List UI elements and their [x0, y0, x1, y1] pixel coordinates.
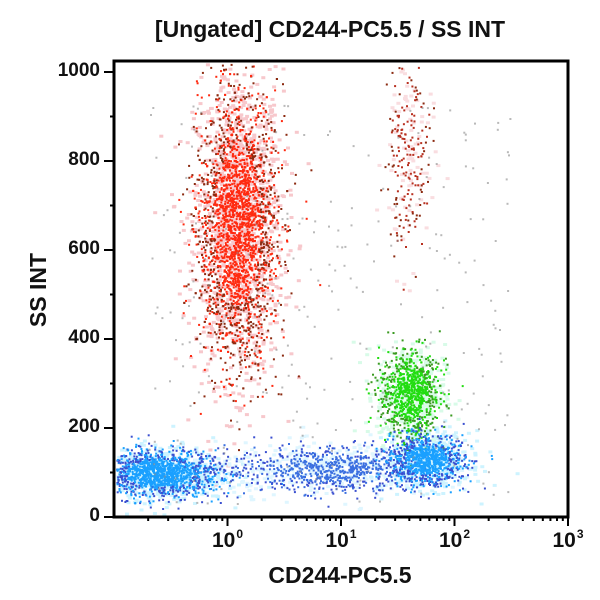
x-tick-exponent: 1 [349, 527, 357, 541]
chart-title: [Ungated] CD244-PC5.5 / SS INT [154, 16, 506, 42]
x-tick-label: 103 [538, 527, 598, 553]
plot-frame [104, 59, 570, 526]
x-tick-exponent: 0 [236, 527, 244, 541]
event-dots [116, 63, 520, 517]
x-tick-exponent: 2 [463, 527, 471, 541]
y-tick-label: 0 [89, 505, 100, 526]
y-tick-label: 1000 [57, 60, 100, 81]
x-tick-base: 10 [552, 529, 576, 552]
x-tick-base: 10 [325, 529, 349, 552]
x-tick-exponent: 3 [576, 527, 584, 541]
y-tick-label: 200 [68, 416, 100, 437]
x-tick-label: 100 [198, 527, 258, 553]
y-tick-label: 400 [68, 327, 100, 348]
x-tick-label: 101 [311, 527, 371, 553]
y-tick-label: 600 [68, 238, 100, 259]
x-axis-label: CD244-PC5.5 [268, 562, 412, 588]
x-tick-label: 102 [425, 527, 485, 553]
x-tick-base: 10 [438, 529, 463, 552]
x-tick-base: 10 [211, 529, 236, 552]
y-tick-label: 800 [68, 149, 100, 170]
